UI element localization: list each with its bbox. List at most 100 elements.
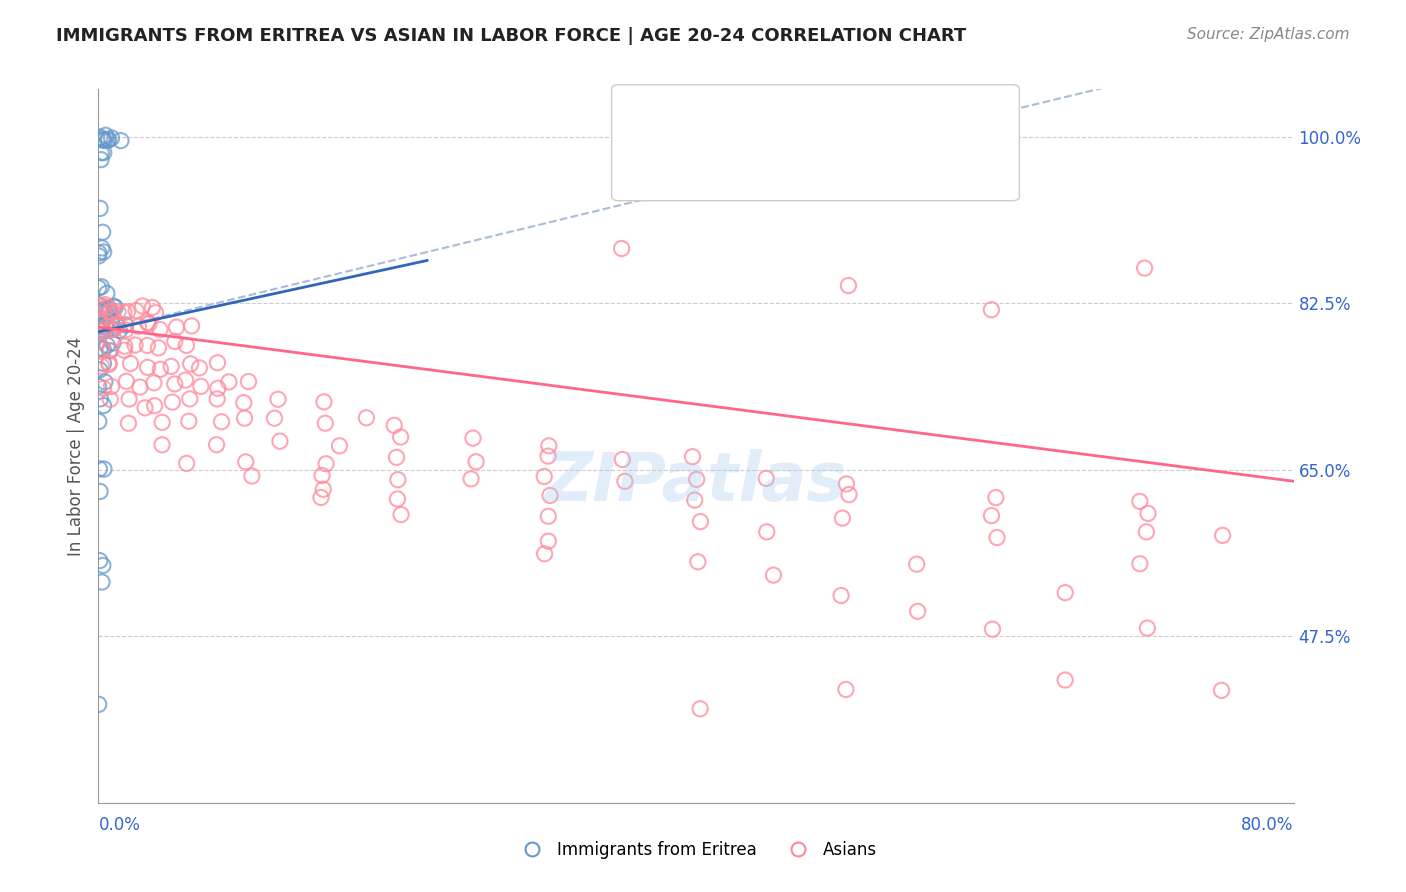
Point	[835, 477, 858, 491]
Point	[533, 547, 555, 561]
Point	[1054, 673, 1077, 687]
Point	[138, 317, 160, 331]
Point	[94, 128, 117, 143]
Point	[612, 452, 634, 467]
Point	[87, 415, 110, 429]
Y-axis label: In Labor Force | Age 20-24: In Labor Force | Age 20-24	[66, 336, 84, 556]
Point	[89, 554, 111, 568]
Point	[537, 439, 560, 453]
Point	[465, 455, 488, 469]
Point	[686, 555, 709, 569]
Point	[87, 281, 110, 295]
Point	[90, 343, 112, 357]
Point	[980, 508, 1002, 523]
Point	[100, 379, 122, 393]
Point	[312, 394, 335, 409]
Point	[93, 145, 115, 160]
Point	[240, 469, 263, 483]
Point	[105, 318, 128, 333]
Point	[150, 438, 173, 452]
Point	[232, 395, 254, 409]
Point	[613, 475, 636, 489]
Point	[93, 399, 115, 413]
Point	[610, 242, 633, 256]
Point	[176, 338, 198, 352]
Legend: Immigrants from Eritrea, Asians: Immigrants from Eritrea, Asians	[508, 835, 884, 866]
Point	[87, 245, 110, 260]
Point	[211, 415, 233, 429]
Point	[538, 488, 561, 502]
Point	[835, 682, 858, 697]
Point	[114, 318, 136, 332]
Point	[460, 472, 482, 486]
Point	[683, 493, 706, 508]
Point	[90, 322, 112, 336]
Point	[682, 450, 704, 464]
Point	[143, 399, 166, 413]
Point	[145, 306, 167, 320]
Point	[1136, 621, 1159, 635]
Point	[87, 316, 110, 330]
Point	[176, 456, 198, 470]
Point	[84, 335, 107, 350]
Point	[1135, 524, 1157, 539]
Point	[103, 299, 125, 313]
Point	[1054, 585, 1077, 599]
Point	[98, 323, 121, 337]
Point	[837, 278, 859, 293]
Point	[537, 534, 560, 549]
Point	[174, 373, 197, 387]
Point	[87, 698, 110, 712]
Text: N =: N =	[813, 157, 852, 175]
Point	[107, 318, 129, 332]
Point	[118, 392, 141, 406]
Text: IMMIGRANTS FROM ERITREA VS ASIAN IN LABOR FORCE | AGE 20-24 CORRELATION CHART: IMMIGRANTS FROM ERITREA VS ASIAN IN LABO…	[56, 27, 966, 45]
Point	[98, 392, 121, 407]
Point	[1212, 528, 1234, 542]
Point	[537, 509, 560, 524]
Point	[190, 379, 212, 393]
Point	[356, 410, 378, 425]
Point	[89, 130, 111, 145]
Point	[385, 450, 408, 465]
Point	[91, 324, 114, 338]
Point	[89, 302, 111, 317]
Text: ■: ■	[636, 109, 657, 129]
Point	[263, 411, 285, 425]
Point	[537, 449, 560, 463]
Point	[101, 305, 124, 319]
Point	[96, 338, 118, 352]
Point	[97, 133, 120, 147]
Point	[93, 244, 115, 259]
Point	[115, 374, 138, 388]
Point	[110, 134, 132, 148]
Point	[1129, 557, 1152, 571]
Point	[905, 558, 928, 572]
Point	[312, 483, 335, 497]
Point	[166, 320, 188, 334]
Point	[91, 225, 114, 239]
Point	[97, 358, 120, 372]
Text: 0.0%: 0.0%	[98, 816, 141, 834]
Point	[831, 511, 853, 525]
Point	[90, 299, 112, 313]
Point	[755, 471, 778, 485]
Point	[838, 487, 860, 501]
Point	[179, 392, 201, 406]
Point	[136, 316, 159, 330]
Point	[689, 515, 711, 529]
Point	[98, 301, 121, 316]
Point	[100, 316, 122, 330]
Point	[93, 133, 115, 147]
Point	[984, 491, 1007, 505]
Point	[162, 395, 184, 409]
Point	[96, 319, 118, 334]
Point	[163, 334, 186, 349]
Point	[98, 356, 121, 370]
Point	[180, 357, 202, 371]
Point	[205, 392, 228, 406]
Point	[207, 381, 229, 395]
Point	[533, 469, 555, 483]
Point	[98, 305, 121, 319]
Point	[114, 339, 136, 353]
